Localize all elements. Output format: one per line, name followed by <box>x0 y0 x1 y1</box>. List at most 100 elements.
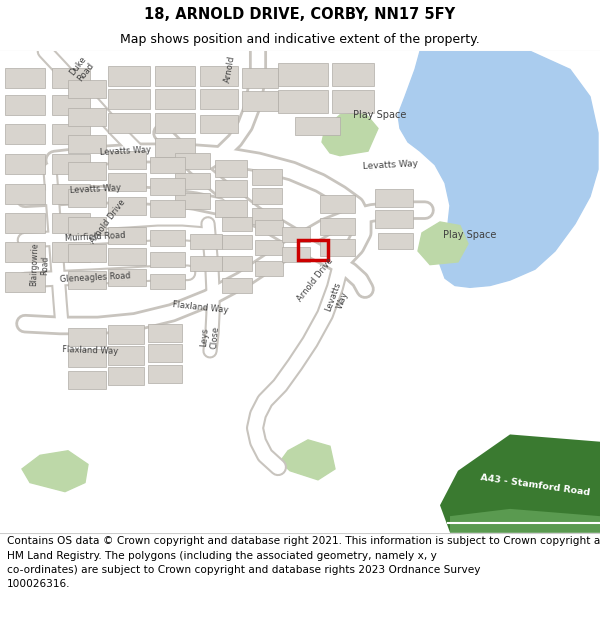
Bar <box>108 173 146 191</box>
Polygon shape <box>322 113 378 156</box>
Text: Flaxland Way: Flaxland Way <box>62 346 118 356</box>
Text: Flaxland Way: Flaxland Way <box>172 300 229 315</box>
Bar <box>150 200 185 216</box>
Text: Levatts Way: Levatts Way <box>69 183 121 195</box>
Bar <box>298 240 328 260</box>
Bar <box>375 210 413 228</box>
Bar <box>150 274 185 289</box>
Bar <box>175 173 210 189</box>
Bar <box>108 269 146 286</box>
Bar <box>68 328 106 346</box>
Bar <box>332 90 374 113</box>
Bar <box>68 162 106 180</box>
Bar <box>52 124 90 144</box>
Bar <box>378 233 413 249</box>
Bar <box>5 184 45 204</box>
Bar <box>5 68 45 88</box>
Bar <box>68 80 106 99</box>
Text: Levatts
Way: Levatts Way <box>323 281 352 316</box>
Bar <box>68 216 106 234</box>
Text: Levatts Way: Levatts Way <box>362 159 418 171</box>
Polygon shape <box>280 440 335 480</box>
Bar <box>68 271 106 289</box>
Bar <box>68 135 106 153</box>
Bar <box>252 169 282 185</box>
Text: Contains OS data © Crown copyright and database right 2021. This information is : Contains OS data © Crown copyright and d… <box>7 536 600 589</box>
Bar <box>5 242 45 262</box>
Bar <box>332 63 374 86</box>
Text: Map shows position and indicative extent of the property.: Map shows position and indicative extent… <box>120 34 480 46</box>
Bar <box>320 239 355 256</box>
Bar <box>222 234 252 249</box>
Bar <box>108 113 150 133</box>
Bar <box>108 66 150 86</box>
Bar <box>108 196 146 215</box>
Bar <box>155 113 195 133</box>
Bar <box>5 213 45 233</box>
Bar <box>52 68 90 88</box>
Text: Muirfield Road: Muirfield Road <box>64 231 125 242</box>
Bar <box>255 240 283 254</box>
Bar <box>190 234 222 249</box>
Bar <box>242 68 278 88</box>
Polygon shape <box>440 434 600 532</box>
Bar <box>148 364 182 382</box>
Bar <box>68 371 106 389</box>
Bar <box>5 95 45 115</box>
Bar <box>320 195 355 213</box>
Bar <box>278 63 328 86</box>
Bar <box>255 220 283 234</box>
Polygon shape <box>398 51 598 288</box>
Bar <box>320 218 355 234</box>
Bar <box>68 189 106 208</box>
Bar <box>150 157 185 173</box>
Polygon shape <box>22 451 88 492</box>
Bar <box>108 89 150 109</box>
Bar <box>68 107 106 126</box>
Bar <box>282 228 310 242</box>
Text: Arnold Drive: Arnold Drive <box>89 198 127 246</box>
Bar <box>175 193 210 209</box>
Bar <box>155 138 195 157</box>
Bar <box>52 184 90 204</box>
Bar <box>252 208 282 224</box>
Bar <box>215 200 247 216</box>
Bar <box>5 124 45 144</box>
Bar <box>150 252 185 268</box>
Text: Leys
Close: Leys Close <box>199 325 221 349</box>
Bar <box>215 180 247 196</box>
Bar <box>200 66 238 86</box>
Bar <box>150 230 185 246</box>
Bar <box>175 153 210 169</box>
Bar <box>200 115 238 133</box>
Text: 18, ARNOLD DRIVE, CORBY, NN17 5FY: 18, ARNOLD DRIVE, CORBY, NN17 5FY <box>145 7 455 22</box>
Bar <box>295 117 340 135</box>
Text: Blairgowrie
Road: Blairgowrie Road <box>29 242 50 287</box>
Bar <box>222 216 252 231</box>
Bar <box>282 248 310 262</box>
Text: Gleneagles Road: Gleneagles Road <box>59 271 131 284</box>
Text: Play Space: Play Space <box>353 110 407 120</box>
Bar <box>5 272 45 292</box>
Bar <box>222 256 252 271</box>
Bar <box>68 244 106 262</box>
Bar <box>215 160 247 176</box>
Bar <box>52 242 90 262</box>
Text: A43 - Stamford Road: A43 - Stamford Road <box>479 473 590 498</box>
Bar <box>242 91 278 111</box>
Bar <box>108 326 144 344</box>
Bar <box>222 278 252 292</box>
Bar <box>278 90 328 113</box>
Bar <box>108 368 144 386</box>
Bar <box>200 89 238 109</box>
Bar <box>375 189 413 208</box>
Bar <box>52 213 90 233</box>
Bar <box>155 89 195 109</box>
Polygon shape <box>450 509 600 532</box>
Bar <box>150 178 185 195</box>
Text: Levatts Way: Levatts Way <box>99 145 151 157</box>
Bar <box>108 346 144 364</box>
Text: Play Space: Play Space <box>443 229 497 239</box>
Text: Arnold Drive: Arnold Drive <box>295 257 335 304</box>
Bar <box>148 344 182 362</box>
